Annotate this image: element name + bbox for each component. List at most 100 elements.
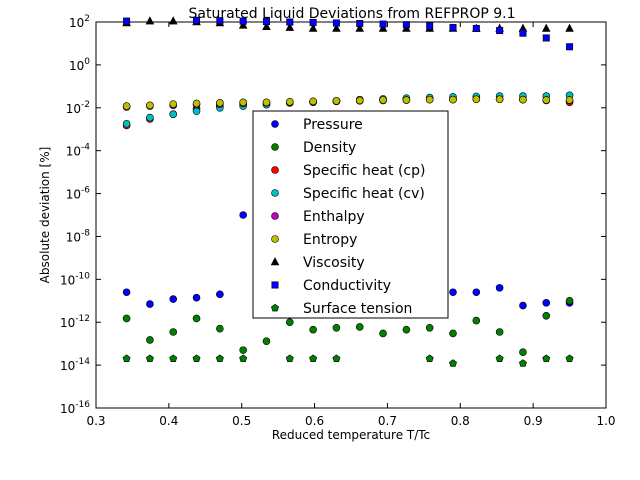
data-point-pressure xyxy=(472,288,481,297)
data-point-surface-tension xyxy=(332,354,341,363)
legend: Pressure Density Specific heat (cp) Specifi… xyxy=(252,110,449,319)
data-point-pressure xyxy=(449,288,457,297)
data-point-viscosity xyxy=(285,22,295,31)
data-point-entropy xyxy=(122,102,131,110)
data-point-entropy xyxy=(472,95,481,104)
data-point-density xyxy=(519,348,527,357)
data-point-density xyxy=(285,318,294,327)
y-tick-label: 10-12 xyxy=(60,314,90,330)
legend-marker xyxy=(271,281,279,289)
y-tick-base: 10 xyxy=(69,59,84,73)
data-point-conductivity xyxy=(332,19,340,27)
y-tick-label: 10-14 xyxy=(60,357,90,373)
data-point-surface-tension xyxy=(518,359,527,367)
legend-marker xyxy=(271,212,279,220)
data-point-conductivity xyxy=(262,18,270,26)
legend-marker xyxy=(271,189,279,197)
y-tick-exponent: -14 xyxy=(75,357,90,367)
legend-marker xyxy=(271,303,279,312)
data-point-surface-tension xyxy=(565,354,574,363)
data-point-pressure xyxy=(169,295,178,303)
data-point-density xyxy=(239,346,247,354)
y-tick-base: 10 xyxy=(60,402,75,416)
data-point-viscosity xyxy=(168,16,178,25)
data-point-conductivity xyxy=(239,17,247,25)
y-tick-exponent: -6 xyxy=(81,186,90,196)
x-tick-label: 0.5 xyxy=(232,414,251,428)
data-point-entropy xyxy=(542,96,551,104)
data-point-surface-tension xyxy=(192,354,201,363)
data-point-density xyxy=(146,336,154,344)
data-point-surface-tension xyxy=(542,354,551,363)
data-point-density xyxy=(379,329,387,338)
legend-label: Enthalpy xyxy=(303,209,365,225)
y-tick-base: 10 xyxy=(66,230,81,244)
y-tick-label: 10-10 xyxy=(60,271,90,287)
data-point-entropy xyxy=(519,95,527,104)
data-point-specific-heat-cv xyxy=(122,119,131,128)
data-point-entropy xyxy=(425,95,434,104)
data-point-entropy xyxy=(262,98,271,107)
data-point-surface-tension xyxy=(495,354,504,363)
legend-marker xyxy=(271,166,279,174)
data-point-density xyxy=(402,325,411,334)
y-tick-exponent: 2 xyxy=(84,14,90,24)
y-tick-exponent: -8 xyxy=(81,228,90,238)
y-tick-exponent: -10 xyxy=(75,271,90,281)
legend-marker xyxy=(270,257,280,266)
legend-label: Entropy xyxy=(303,232,357,248)
data-point-viscosity xyxy=(541,23,551,32)
data-point-surface-tension xyxy=(309,354,318,363)
data-point-specific-heat-cv xyxy=(192,107,201,115)
legend-marker xyxy=(271,143,279,151)
data-point-viscosity xyxy=(332,23,341,32)
data-point-pressure xyxy=(495,284,504,292)
x-tick-label: 1.0 xyxy=(596,414,615,428)
data-point-surface-tension xyxy=(169,354,178,363)
data-point-entropy xyxy=(192,99,201,108)
x-tick-label: 0.4 xyxy=(159,414,178,428)
data-point-conductivity xyxy=(123,17,131,25)
x-tick-label: 0.3 xyxy=(86,414,105,428)
data-point-density xyxy=(192,314,201,323)
data-point-entropy xyxy=(309,97,317,106)
y-tick-base: 10 xyxy=(60,316,75,330)
data-point-specific-heat-cv xyxy=(146,113,154,122)
data-point-entropy xyxy=(332,97,341,105)
data-point-density xyxy=(425,323,434,332)
data-point-conductivity xyxy=(193,16,201,24)
data-point-conductivity xyxy=(566,43,574,51)
data-point-density xyxy=(216,324,224,333)
data-point-density xyxy=(122,314,131,323)
data-point-viscosity xyxy=(238,20,248,29)
data-point-conductivity xyxy=(379,20,387,28)
y-tick-base: 10 xyxy=(66,188,81,202)
series-density xyxy=(122,296,574,357)
x-tick-label: 0.8 xyxy=(451,414,470,428)
data-point-conductivity xyxy=(309,18,317,26)
data-points xyxy=(122,16,574,367)
data-point-viscosity xyxy=(308,23,318,32)
data-point-pressure xyxy=(146,300,154,308)
chart-title: Saturated Liquid Deviations from REFPROP… xyxy=(189,6,516,22)
y-axis-label: Absolute deviation [%] xyxy=(38,147,52,284)
legend-label: Density xyxy=(303,140,356,156)
data-point-conductivity xyxy=(426,22,434,30)
data-point-entropy xyxy=(402,96,411,104)
legend-marker xyxy=(271,120,279,128)
data-point-viscosity xyxy=(378,23,388,32)
data-point-surface-tension xyxy=(239,354,248,363)
y-tick-exponent: -12 xyxy=(75,314,90,324)
data-point-surface-tension xyxy=(215,354,224,363)
data-point-density xyxy=(495,328,504,336)
data-point-density xyxy=(309,325,317,334)
series-entropy xyxy=(122,95,574,110)
data-point-surface-tension xyxy=(122,354,131,363)
series-surface-tension xyxy=(122,354,574,367)
series-conductivity xyxy=(123,16,574,51)
legend-label: Surface tension xyxy=(303,301,412,317)
data-point-density xyxy=(169,328,178,336)
data-point-conductivity xyxy=(402,21,410,29)
legend-label: Specific heat (cp) xyxy=(303,163,425,179)
